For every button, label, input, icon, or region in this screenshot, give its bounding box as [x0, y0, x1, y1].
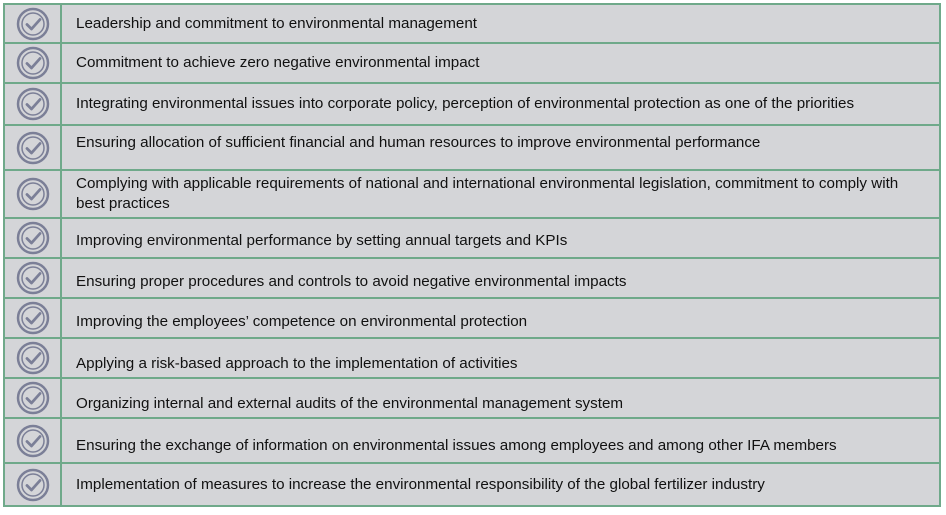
- check-circle-icon: [16, 261, 50, 295]
- icon-cell: [3, 171, 62, 217]
- icon-cell: [3, 84, 62, 124]
- check-circle-icon: [16, 341, 50, 375]
- list-item: Ensuring proper procedures and controls …: [3, 259, 941, 299]
- icon-cell: [3, 339, 62, 377]
- list-item: Leadership and commitment to environment…: [3, 5, 941, 44]
- check-circle-icon: [16, 46, 50, 80]
- item-label: Ensuring allocation of sufficient financ…: [62, 126, 941, 169]
- icon-cell: [3, 44, 62, 82]
- item-label: Ensuring the exchange of information on …: [62, 419, 941, 462]
- list-item: Implementation of measures to increase t…: [3, 464, 941, 507]
- check-circle-icon: [16, 301, 50, 335]
- icon-cell: [3, 419, 62, 462]
- item-label: Leadership and commitment to environment…: [62, 5, 941, 42]
- item-label: Improving environmental performance by s…: [62, 219, 941, 257]
- icon-cell: [3, 5, 62, 42]
- list-item: Applying a risk-based approach to the im…: [3, 339, 941, 379]
- item-label: Improving the employees’ competence on e…: [62, 299, 941, 337]
- list-item: Improving environmental performance by s…: [3, 219, 941, 259]
- item-label: Applying a risk-based approach to the im…: [62, 339, 941, 377]
- list-item: Commitment to achieve zero negative envi…: [3, 44, 941, 84]
- check-circle-icon: [16, 468, 50, 502]
- list-item: Organizing internal and external audits …: [3, 379, 941, 419]
- list-item: Ensuring allocation of sufficient financ…: [3, 126, 941, 171]
- item-label: Complying with applicable requirements o…: [62, 171, 941, 217]
- check-circle-icon: [16, 424, 50, 458]
- item-label: Integrating environmental issues into co…: [62, 84, 941, 124]
- list-item: Complying with applicable requirements o…: [3, 171, 941, 219]
- list-item: Improving the employees’ competence on e…: [3, 299, 941, 339]
- icon-cell: [3, 464, 62, 505]
- check-circle-icon: [16, 131, 50, 165]
- check-circle-icon: [16, 177, 50, 211]
- check-circle-icon: [16, 87, 50, 121]
- list-item: Integrating environmental issues into co…: [3, 84, 941, 126]
- icon-cell: [3, 379, 62, 417]
- icon-cell: [3, 299, 62, 337]
- item-label: Commitment to achieve zero negative envi…: [62, 44, 941, 82]
- item-label: Implementation of measures to increase t…: [62, 464, 941, 505]
- item-label: Ensuring proper procedures and controls …: [62, 259, 941, 297]
- icon-cell: [3, 126, 62, 169]
- icon-cell: [3, 259, 62, 297]
- check-circle-icon: [16, 7, 50, 41]
- check-circle-icon: [16, 221, 50, 255]
- check-circle-icon: [16, 381, 50, 415]
- principles-table: Leadership and commitment to environment…: [3, 3, 941, 507]
- icon-cell: [3, 219, 62, 257]
- item-label: Organizing internal and external audits …: [62, 379, 941, 417]
- list-item: Ensuring the exchange of information on …: [3, 419, 941, 464]
